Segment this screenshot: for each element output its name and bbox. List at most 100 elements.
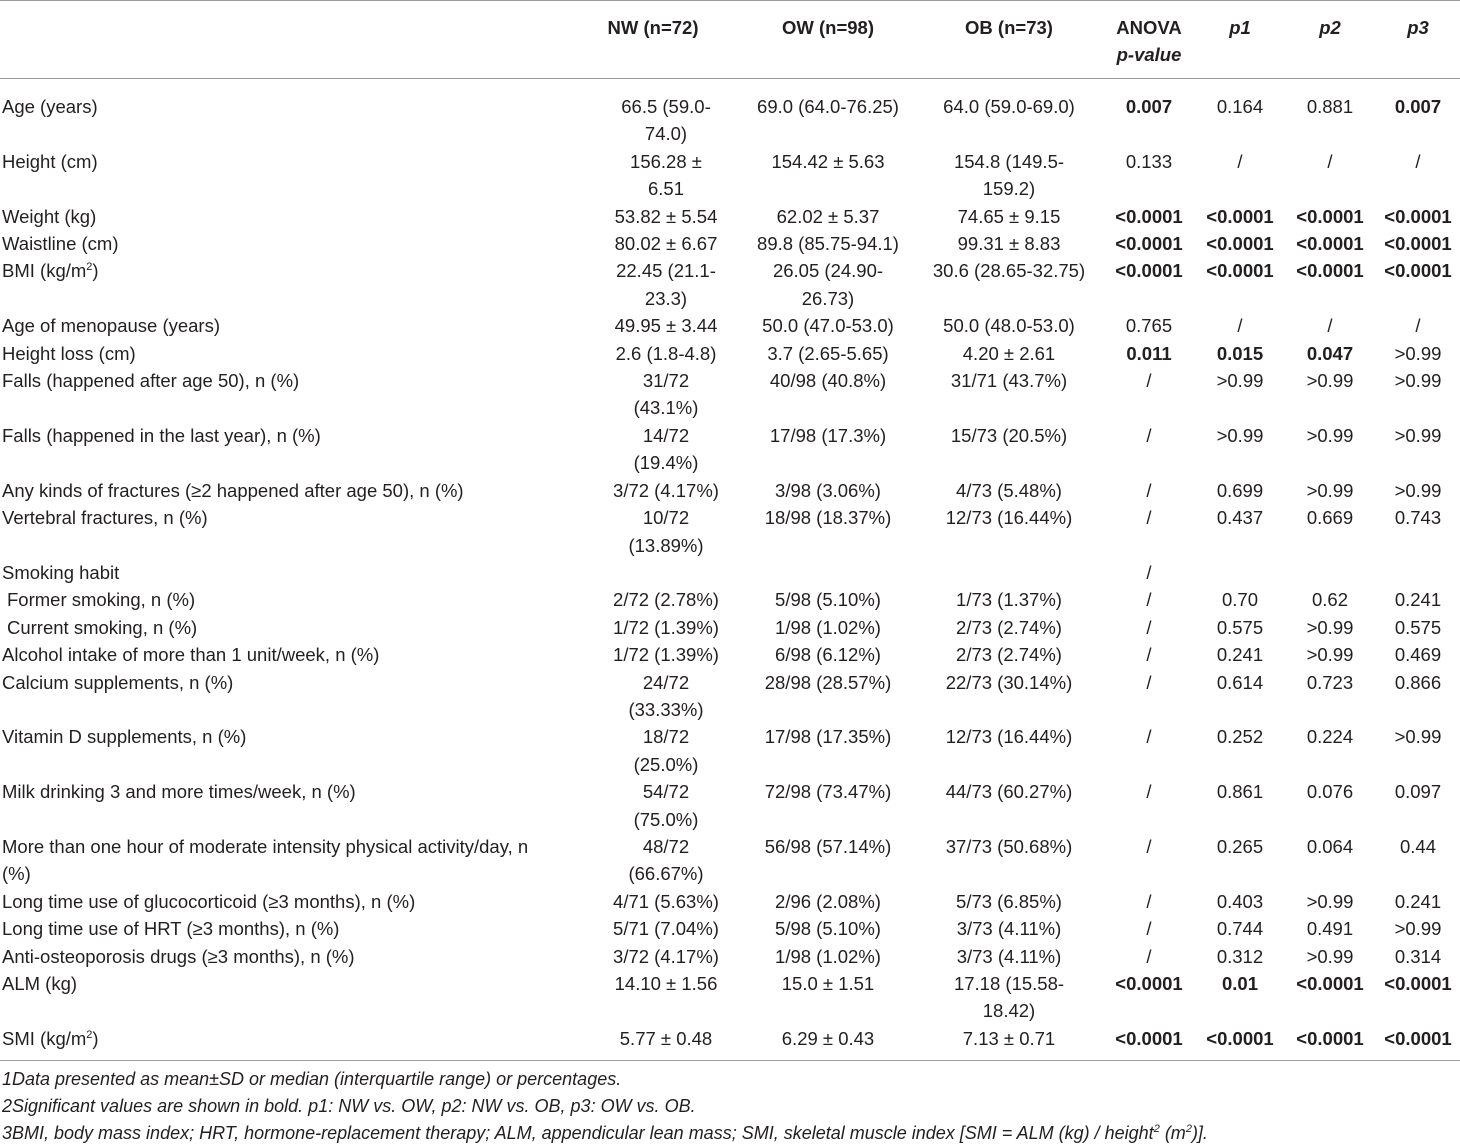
table-cell: / (1415, 315, 1421, 337)
table-cell: 15.0 ± 1.51 (781, 973, 875, 994)
table-cell: / (1146, 507, 1152, 529)
row-label-sup: 2 (86, 261, 93, 274)
table-cell: 0.491 (1306, 918, 1354, 940)
row-label: Weight (kg) (0, 203, 566, 230)
table-cell: 0.314 (1394, 945, 1442, 967)
row-label-text: Long time use of glucocorticoid (≥3 mont… (2, 890, 416, 912)
row-label-text: Former smoking, n (%) (7, 589, 196, 611)
table-cell: 30.6 (28.65-32.75) (932, 260, 1086, 282)
table-cell: 50.0 (47.0-53.0) (762, 315, 894, 337)
table-cell: 3/98 (3.06%) (775, 479, 881, 501)
table-cell: 5/71 (7.04%) (613, 918, 719, 940)
table-cell (1196, 559, 1284, 586)
row-label: Long time use of glucocorticoid (≥3 mont… (0, 888, 566, 915)
header-row: NW (n=72) OW (n=98) OB (n=73) ANOVA p-va… (0, 0, 1460, 79)
table-cell: >0.99 (1394, 342, 1442, 364)
table-body: Age (years) 66.5 (59.0-74.0) 69.0 (64.0-76… (0, 79, 1460, 1061)
table-cell: 5/98 (5.10%) (775, 918, 881, 940)
table-cell: 89.8 (85.75-94.1) (757, 233, 899, 255)
table-cell: / (1146, 671, 1152, 693)
row-label: ALM (kg) (0, 970, 566, 1025)
table-cell: 12/73 (16.44%) (945, 726, 1073, 748)
header-p3: p3 (1407, 17, 1429, 38)
table-cell: 0.007 (1125, 96, 1173, 117)
table-cell: 15/73 (20.5%) (950, 424, 1068, 446)
table-cell: 72/98 (73.47%) (764, 781, 892, 803)
table-cell: <0.0001 (1296, 973, 1364, 994)
table-cell (566, 559, 740, 586)
row-label: Any kinds of fractures (≥2 happened afte… (0, 477, 566, 504)
row-label: Smoking habit (0, 559, 566, 586)
table-cell: 0.469 (1394, 644, 1442, 666)
table-cell: 6/98 (6.12%) (775, 644, 881, 666)
row-label-text: Calcium supplements, n (%) (2, 671, 234, 693)
table-cell: 2.6 (1.8-4.8) (615, 342, 717, 364)
table-cell: 0.164 (1216, 96, 1264, 117)
table-row: Former smoking, n (%) 2/72 (2.78%) 5/98 (5… (0, 586, 1460, 613)
table-cell: <0.0001 (1115, 260, 1183, 282)
table-cell: 80.02 ± 6.67 (614, 233, 718, 255)
table-row: Vitamin D supplements, n (%) 18/72 (25.0%… (0, 723, 1460, 778)
table-cell: / (1146, 781, 1152, 803)
table-cell: 5.77 ± 0.48 (619, 1027, 713, 1049)
table-cell: 14/72 (19.4%) (633, 424, 699, 474)
table-row: SMI (kg/m2) 5.77 ± 0.48 6.29 ± 0.43 7.13 ± … (0, 1025, 1460, 1061)
table-cell: 0.01 (1221, 973, 1258, 994)
table-cell: 17/98 (17.3%) (769, 424, 887, 446)
row-label: Age (years) (0, 79, 566, 148)
table-cell (740, 559, 916, 586)
table-row: Calcium supplements, n (%) 24/72 (33.33%)… (0, 669, 1460, 724)
table-cell: <0.0001 (1384, 205, 1452, 227)
table-cell: <0.0001 (1115, 973, 1183, 994)
row-label: Waistline (cm) (0, 230, 566, 257)
table-cell: 0.744 (1216, 918, 1264, 940)
table-cell: 0.064 (1306, 835, 1354, 857)
table-cell: 0.312 (1216, 945, 1264, 967)
table-cell: <0.0001 (1206, 1027, 1274, 1049)
table-cell: >0.99 (1394, 726, 1442, 748)
table-row: Age (years) 66.5 (59.0-74.0) 69.0 (64.0-76… (0, 79, 1460, 148)
row-label: Height loss (cm) (0, 340, 566, 367)
footnote-1: 1Data presented as mean±SD or median (in… (2, 1069, 622, 1090)
table-cell: 0.241 (1216, 644, 1264, 666)
table-cell: / (1146, 589, 1152, 611)
table-cell: 3/73 (4.11%) (956, 918, 1062, 940)
row-label: Former smoking, n (%) (0, 586, 566, 613)
table-cell: 37/73 (50.68%) (945, 835, 1073, 857)
table-cell: 31/72 (43.1%) (633, 370, 699, 419)
table-row: ALM (kg) 14.10 ± 1.56 15.0 ± 1.51 17.18 (15… (0, 970, 1460, 1025)
table-cell: / (1146, 835, 1152, 857)
table-cell: / (1237, 150, 1243, 172)
footnote-3-text: 3BMI, body mass index; HRT, hormone-repl… (2, 1123, 1154, 1144)
table-row: Falls (happened after age 50), n (%) 31/7… (0, 367, 1460, 422)
table-cell: 3/73 (4.11%) (956, 945, 1062, 967)
table-cell: <0.0001 (1296, 205, 1364, 227)
table-cell: 44/73 (60.27%) (945, 781, 1073, 803)
row-label-text: Alcohol intake of more than 1 unit/week,… (2, 644, 380, 666)
row-label: Calcium supplements, n (%) (0, 669, 566, 724)
row-label: Height (cm) (0, 148, 566, 203)
table-cell: >0.99 (1306, 616, 1354, 638)
header-ob: OB (n=73) (965, 17, 1053, 38)
row-label-text: Current smoking, n (%) (7, 616, 198, 638)
table-cell: 0.437 (1216, 507, 1264, 529)
table-cell: 99.31 ± 8.83 (957, 233, 1061, 255)
table-cell: >0.99 (1306, 370, 1354, 392)
table-row: Falls (happened in the last year), n (%)… (0, 422, 1460, 477)
table-cell: 69.0 (64.0-76.25) (757, 96, 899, 117)
row-label: SMI (kg/m2) (0, 1025, 566, 1061)
table-cell: 17.18 (15.58-18.42) (953, 973, 1065, 1022)
table-cell: / (1146, 890, 1152, 912)
table-cell: 4/71 (5.63%) (613, 890, 719, 912)
table-cell: / (1415, 150, 1421, 172)
table-cell: 0.669 (1306, 507, 1354, 529)
table-cell: 0.252 (1216, 726, 1264, 748)
table-cell: 5/73 (6.85%) (956, 890, 1062, 912)
table-cell: 4/73 (5.48%) (956, 479, 1062, 501)
table-cell: 5/98 (5.10%) (775, 589, 881, 611)
table-cell: 14.10 ± 1.56 (614, 973, 718, 994)
row-label: Vertebral fractures, n (%) (0, 504, 566, 559)
table-cell: <0.0001 (1384, 973, 1452, 994)
table-row: Vertebral fractures, n (%) 10/72 (13.89%)… (0, 504, 1460, 559)
